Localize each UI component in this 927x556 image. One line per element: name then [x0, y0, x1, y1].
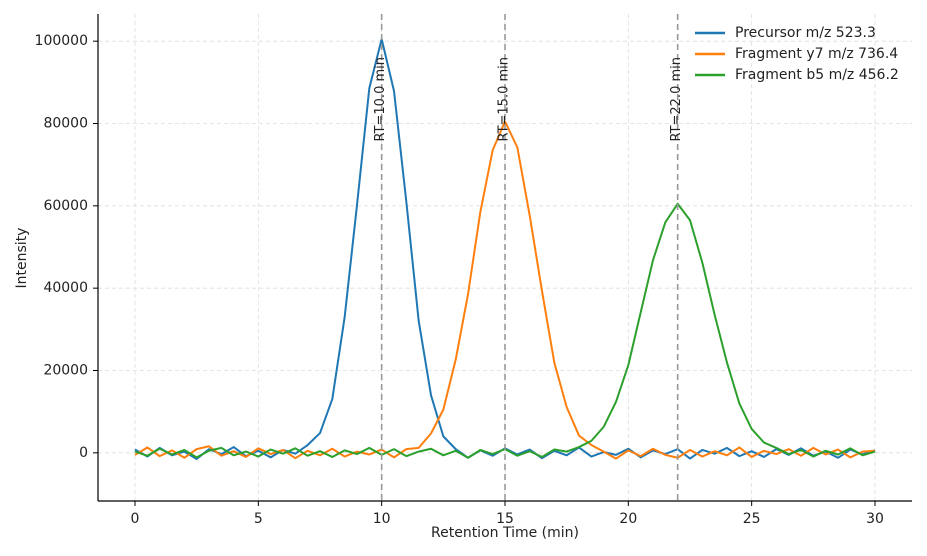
legend-label: Precursor m/z 523.3	[735, 25, 876, 41]
x-tick-label: 20	[619, 511, 637, 527]
legend-label: Fragment b5 m/z 456.2	[735, 67, 899, 83]
annotation: RT=22.0 min	[669, 57, 684, 142]
x-tick-label: 30	[866, 511, 884, 527]
y-tick-label: 40000	[43, 280, 88, 296]
y-axis-label: Intensity	[14, 228, 30, 289]
data-line	[134, 120, 876, 460]
y-tick-label: 100000	[35, 33, 88, 49]
annotation: RT=15.0 min	[497, 57, 512, 142]
x-tick-label: 25	[743, 511, 761, 527]
x-tick-label: 10	[373, 511, 391, 527]
x-tick-label: 15	[496, 511, 514, 527]
x-tick-label: 5	[254, 511, 263, 527]
y-tick-label: 0	[79, 445, 88, 461]
legend-label: Fragment y7 m/z 736.4	[735, 46, 898, 62]
annotation: RT=10.0 min	[373, 57, 388, 142]
y-tick-label: 80000	[43, 116, 88, 132]
y-tick-label: 20000	[43, 363, 88, 379]
y-tick-label: 60000	[43, 198, 88, 214]
x-tick-label: 0	[131, 511, 140, 527]
x-axis-label: Retention Time (min)	[431, 525, 579, 541]
